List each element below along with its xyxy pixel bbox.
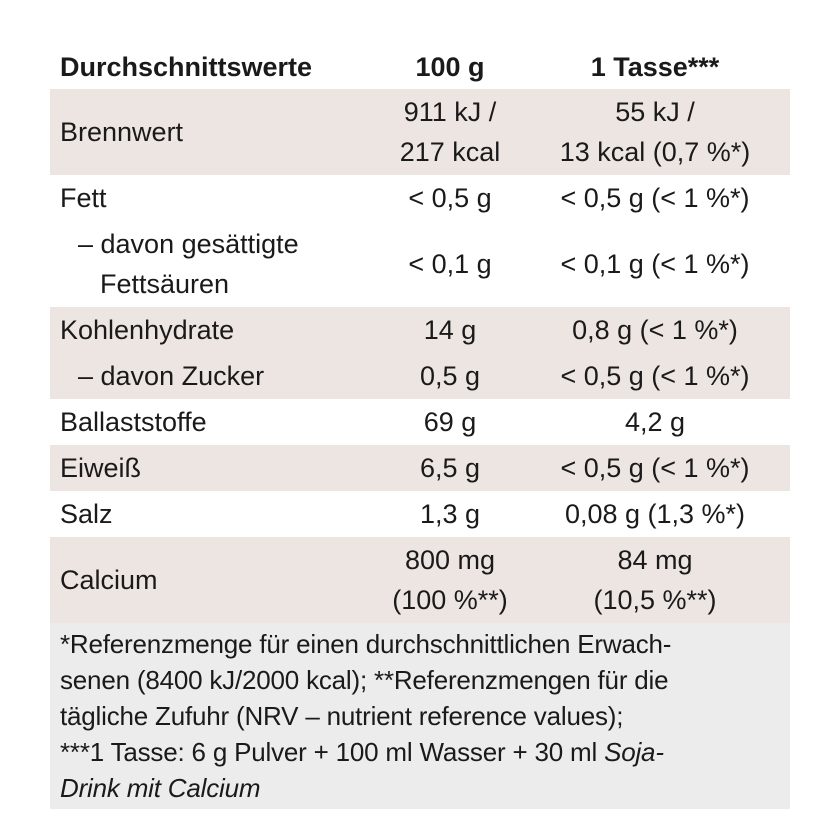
value-cell: 6,5 g: [380, 448, 520, 488]
cell-line: – davon gesättigte: [78, 229, 299, 259]
table-row: Ballaststoffe 69 g 4,2 g: [50, 399, 790, 445]
footnote-line: Drink mit Calcium: [60, 770, 780, 806]
row-label: Salz: [50, 494, 380, 534]
table-row: – davon Zucker 0,5 g < 0,5 g (< 1 %*): [50, 353, 790, 399]
value-cell: < 0,5 g (< 1 %*): [520, 448, 790, 488]
row-label: Brennwert: [50, 92, 380, 172]
cell-line: 800 mg: [404, 545, 496, 575]
footnote-line: *Referenzmenge für einen durchschnittlic…: [60, 626, 780, 662]
cell-line: Fett: [60, 183, 107, 213]
row-label: Calcium: [50, 540, 380, 620]
value-cell: < 0,5 g (< 1 %*): [520, 356, 790, 396]
footnote-line: ***1 Tasse: 6 g Pulver + 100 ml Wasser +…: [60, 734, 780, 770]
value-cell: 800 mg (100 %**): [380, 540, 520, 620]
footnote: *Referenzmenge für einen durchschnittlic…: [50, 623, 790, 809]
footnote-text: ***1 Tasse: 6 g Pulver + 100 ml Wasser +…: [60, 737, 605, 767]
cell-line: < 0,1 g: [408, 249, 492, 279]
value-cell: 0,5 g: [380, 356, 520, 396]
footnote-text: tägliche Zufuhr (NRV – nutrient referenc…: [60, 701, 624, 731]
cell-line: 911 kJ /: [403, 97, 497, 127]
footnote-line: tägliche Zufuhr (NRV – nutrient referenc…: [60, 698, 780, 734]
nutrition-table: Durchschnittswerte 100 g 1 Tasse*** Brennwe…: [50, 45, 790, 809]
value-cell: 84 mg (10,5 %**): [520, 540, 790, 620]
row-label: Kohlenhydrate: [50, 310, 380, 350]
cell-line: 55 kJ /: [615, 97, 695, 127]
footnote-text: senen (8400 kJ/2000 kcal); **Referenzmen…: [60, 665, 669, 695]
value-cell: 911 kJ / 217 kcal: [380, 92, 520, 172]
row-label: – davon gesättigte Fettsäuren: [50, 224, 380, 304]
cell-line: (100 %**): [392, 585, 508, 615]
row-label: Ballaststoffe: [50, 402, 380, 442]
value-cell: 4,2 g: [520, 402, 790, 442]
cell-line: Brennwert: [60, 117, 184, 147]
cell-line: Kohlenhydrate: [60, 315, 235, 345]
cell-line: Salz: [60, 499, 113, 529]
table-row: Brennwert 911 kJ / 217 kcal 55 kJ / 13 kcal …: [50, 89, 790, 175]
cell-line: 69 g: [423, 407, 477, 437]
cell-line: < 0,5 g (< 1 %*): [560, 361, 750, 391]
cell-line: 6,5 g: [419, 453, 481, 483]
header-cell: Durchschnittswerte: [60, 52, 313, 82]
cell-line: 13 kcal (0,7 %*): [559, 137, 751, 167]
header-cell: 100 g: [415, 52, 485, 82]
cell-line: 84 mg: [617, 545, 693, 575]
cell-line: < 0,5 g (< 1 %*): [560, 453, 750, 483]
value-cell: 14 g: [380, 310, 520, 350]
cell-line: 14 g: [423, 315, 477, 345]
value-cell: < 0,5 g (< 1 %*): [520, 178, 790, 218]
cell-line: – davon Zucker: [78, 361, 265, 391]
table-row: Calcium 800 mg (100 %**) 84 mg (10,5 %**): [50, 537, 790, 623]
row-label: Fett: [50, 178, 380, 218]
table-row: Salz 1,3 g 0,08 g (1,3 %*): [50, 491, 790, 537]
value-cell: 1,3 g: [380, 494, 520, 534]
footnote-text: *Referenzmenge für einen durchschnittlic…: [60, 629, 672, 659]
cell-line: 217 kcal: [399, 137, 501, 167]
cell-line: 0,5 g: [419, 361, 481, 391]
table-row: Eiweiß 6,5 g < 0,5 g (< 1 %*): [50, 445, 790, 491]
cell-line: 1,3 g: [419, 499, 481, 529]
cell-line: Eiweiß: [60, 453, 142, 483]
value-cell: < 0,1 g: [380, 224, 520, 304]
cell-line: (10,5 %**): [593, 585, 717, 615]
table-row: Kohlenhydrate 14 g 0,8 g (< 1 %*): [50, 307, 790, 353]
footnote-text: Soja-: [604, 737, 664, 767]
footnote-text: Drink mit Calcium: [60, 773, 261, 803]
cell-line: 0,08 g (1,3 %*): [564, 499, 746, 529]
cell-line: 4,2 g: [624, 407, 686, 437]
header-row: Durchschnittswerte 100 g 1 Tasse***: [50, 45, 790, 89]
cell-line: Fettsäuren: [100, 269, 230, 299]
footnote-line: senen (8400 kJ/2000 kcal); **Referenzmen…: [60, 662, 780, 698]
value-cell: 0,08 g (1,3 %*): [520, 494, 790, 534]
cell-line: < 0,1 g (< 1 %*): [560, 249, 750, 279]
cell-line: 0,8 g (< 1 %*): [572, 315, 738, 345]
cell-line: Calcium: [60, 565, 158, 595]
header-cell: 1 Tasse***: [590, 52, 720, 82]
cell-line: < 0,5 g: [408, 183, 492, 213]
value-cell: 69 g: [380, 402, 520, 442]
cell-line: Ballaststoffe: [60, 407, 207, 437]
row-label: Eiweiß: [50, 448, 380, 488]
row-label: – davon Zucker: [50, 356, 380, 396]
table-row: – davon gesättigte Fettsäuren < 0,1 g < 0,1…: [50, 221, 790, 307]
cell-line: < 0,5 g (< 1 %*): [560, 183, 750, 213]
value-cell: < 0,1 g (< 1 %*): [520, 224, 790, 304]
value-cell: 0,8 g (< 1 %*): [520, 310, 790, 350]
table-row: Fett < 0,5 g < 0,5 g (< 1 %*): [50, 175, 790, 221]
value-cell: 55 kJ / 13 kcal (0,7 %*): [520, 92, 790, 172]
value-cell: < 0,5 g: [380, 178, 520, 218]
